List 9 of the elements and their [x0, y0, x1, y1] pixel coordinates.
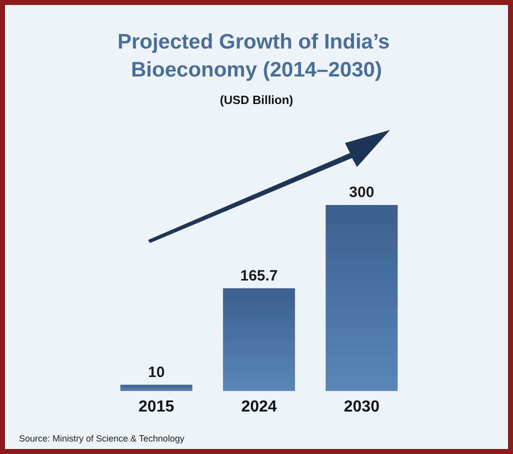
data-label: 165.7	[240, 267, 278, 284]
source-note: Source: Ministry of Science & Technology	[19, 434, 185, 444]
data-label: 10	[148, 364, 165, 381]
x-tick-label: 2030	[344, 398, 380, 416]
chart-subtitle: (USD Billion)	[220, 93, 294, 107]
x-tick-label: 2015	[138, 398, 174, 416]
data-label: 300	[349, 184, 374, 201]
chart-title: Projected Growth of India’s Bioeconomy (2014–2030)	[117, 30, 396, 82]
x-tick-label: 2024	[241, 398, 277, 416]
